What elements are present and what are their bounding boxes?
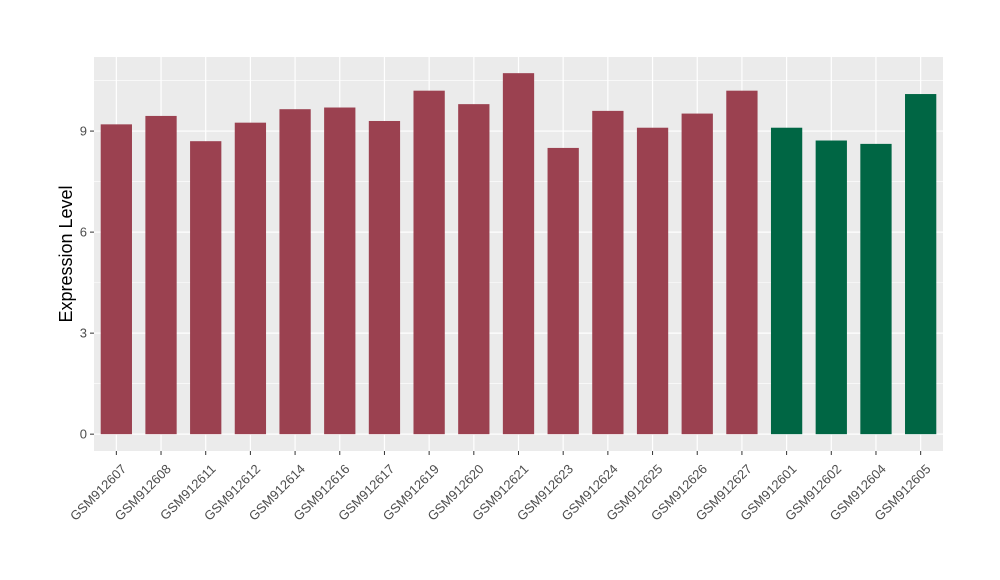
bar-GSM912626 [681,113,713,435]
y-tick-label: 9 [80,124,87,139]
bar-GSM912620 [458,104,490,435]
bar-GSM912604 [860,143,892,435]
bar-GSM912621 [502,73,535,435]
bar-GSM912608 [145,115,177,435]
bars [100,73,937,435]
y-tick-label: 3 [80,326,87,341]
bar-GSM912611 [190,141,222,435]
bar-GSM912623 [547,147,579,435]
bar-GSM912614 [279,109,311,435]
bar-GSM912617 [368,120,401,435]
x-axis: GSM912607GSM912608GSM912611GSM912612GSM9… [67,451,934,524]
bar-GSM912601 [770,127,803,435]
bar-GSM912619 [413,90,445,435]
bar-GSM912605 [905,94,937,435]
y-axis: 0 3 6 9 [80,124,94,442]
y-tick-label: 6 [80,225,87,240]
bar-GSM912612 [234,122,267,435]
bar-GSM912616 [324,107,356,435]
bar-GSM912624 [592,110,624,435]
bar-GSM912625 [636,127,669,435]
y-axis-title: Expression Level [56,185,76,322]
y-tick-label: 0 [80,427,87,442]
bar-GSM912607 [100,124,132,435]
bar-GSM912602 [815,140,847,435]
bar-GSM912627 [726,90,758,435]
